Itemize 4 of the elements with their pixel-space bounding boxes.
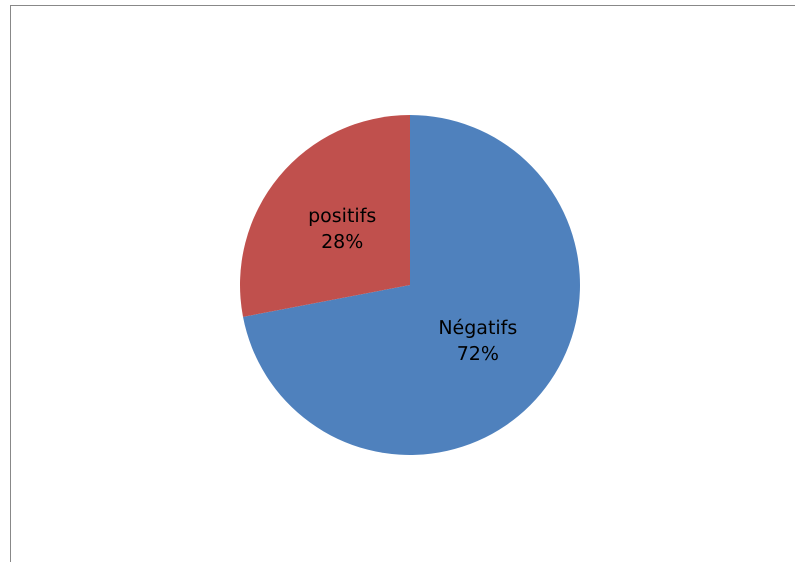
data-label: 72%: [456, 343, 499, 366]
slice-label: Négatifs: [438, 317, 518, 340]
slice-label: positifs: [308, 204, 376, 227]
data-label: 28%: [321, 230, 364, 253]
